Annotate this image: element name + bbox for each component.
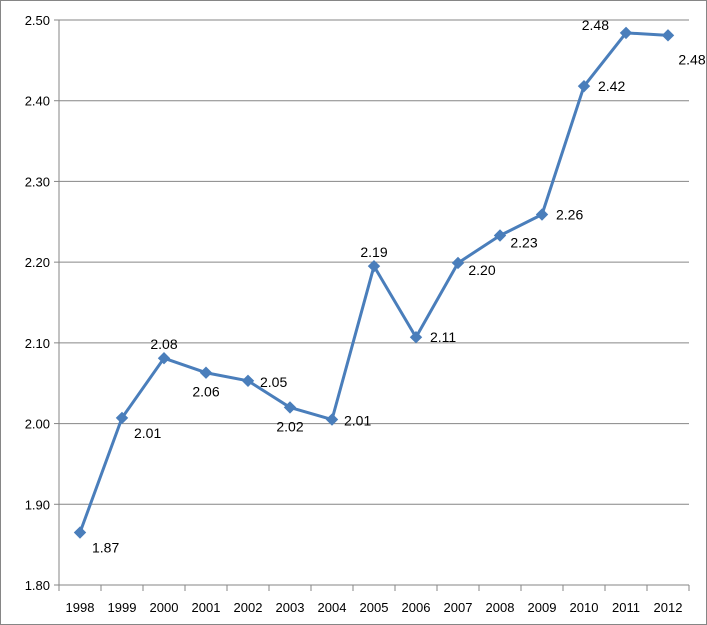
x-tick-label: 2009 — [528, 600, 557, 615]
y-tick-labels: 1.80 1.90 2.00 2.10 2.20 2.30 2.40 2.50 — [25, 13, 50, 593]
gridlines — [59, 19, 689, 505]
x-tick-label: 2004 — [318, 600, 347, 615]
data-label: 2.08 — [150, 336, 177, 352]
data-point-marker — [199, 366, 213, 379]
x-tick-label: 2000 — [150, 600, 179, 615]
x-tick-label: 2007 — [444, 600, 473, 615]
data-point-marker — [661, 29, 675, 42]
data-point-marker — [115, 411, 129, 425]
data-point-marker — [577, 79, 591, 93]
data-point-marker — [157, 351, 171, 365]
x-tick-label: 2011 — [612, 600, 640, 615]
series-line-group — [78, 31, 670, 535]
data-point-marker — [493, 229, 507, 242]
y-tick-label: 2.10 — [25, 336, 50, 351]
x-tick-label: 2010 — [570, 600, 599, 615]
data-label: 1.87 — [92, 540, 119, 556]
data-label: 2.02 — [276, 418, 303, 434]
data-label: 2.26 — [556, 207, 583, 223]
data-point-marker — [451, 256, 465, 270]
data-label: 2.42 — [598, 78, 625, 94]
x-tick-label: 2008 — [486, 600, 515, 615]
data-label: 2.01 — [344, 413, 371, 429]
data-label: 2.05 — [260, 374, 287, 390]
data-point-marker — [283, 401, 297, 414]
data-point-marker — [325, 413, 339, 426]
y-tick-label: 2.00 — [25, 417, 50, 432]
data-label: 2.11 — [430, 329, 456, 345]
x-tick-label: 2002 — [234, 600, 263, 615]
data-label: 2.06 — [192, 384, 219, 400]
x-tick-label: 2005 — [360, 600, 389, 615]
y-tick-label: 2.30 — [25, 174, 50, 189]
data-point-marker — [367, 259, 381, 273]
y-tick-label: 1.90 — [25, 497, 50, 512]
axes — [54, 19, 690, 591]
data-point-marker — [409, 331, 423, 344]
data-label: 2.48 — [678, 51, 705, 67]
x-tick-label: 2006 — [402, 600, 431, 615]
data-label: 2.20 — [468, 262, 495, 278]
x-tick-label: 1998 — [66, 600, 95, 615]
y-tick-label: 2.50 — [25, 13, 50, 28]
x-tick-label: 2012 — [654, 600, 683, 615]
data-point-marker — [535, 208, 549, 221]
data-label: 2.48 — [582, 17, 609, 33]
x-tick-label: 2003 — [276, 600, 305, 615]
data-point-marker — [619, 26, 633, 40]
data-label: 2.23 — [510, 235, 537, 251]
data-point-marker — [241, 374, 255, 387]
x-tick-labels: 1998 1999 2000 2001 2002 2003 2004 2005 2006 2007… — [66, 600, 683, 615]
series-line — [78, 31, 670, 535]
y-tick-label: 2.20 — [25, 255, 50, 270]
y-tick-label: 1.80 — [25, 578, 50, 593]
data-markers — [73, 26, 675, 539]
x-tick-label: 1999 — [108, 600, 137, 615]
data-label: 2.19 — [360, 244, 387, 260]
x-tick-label: 2001 — [192, 600, 221, 615]
y-tick-label: 2.40 — [25, 94, 50, 109]
data-labels: 1.87 2.01 2.08 2.06 2.05 2.02 2.01 2.19 2.11 2.20… — [92, 17, 706, 556]
data-label: 2.01 — [134, 425, 161, 441]
data-point-marker — [73, 526, 87, 539]
